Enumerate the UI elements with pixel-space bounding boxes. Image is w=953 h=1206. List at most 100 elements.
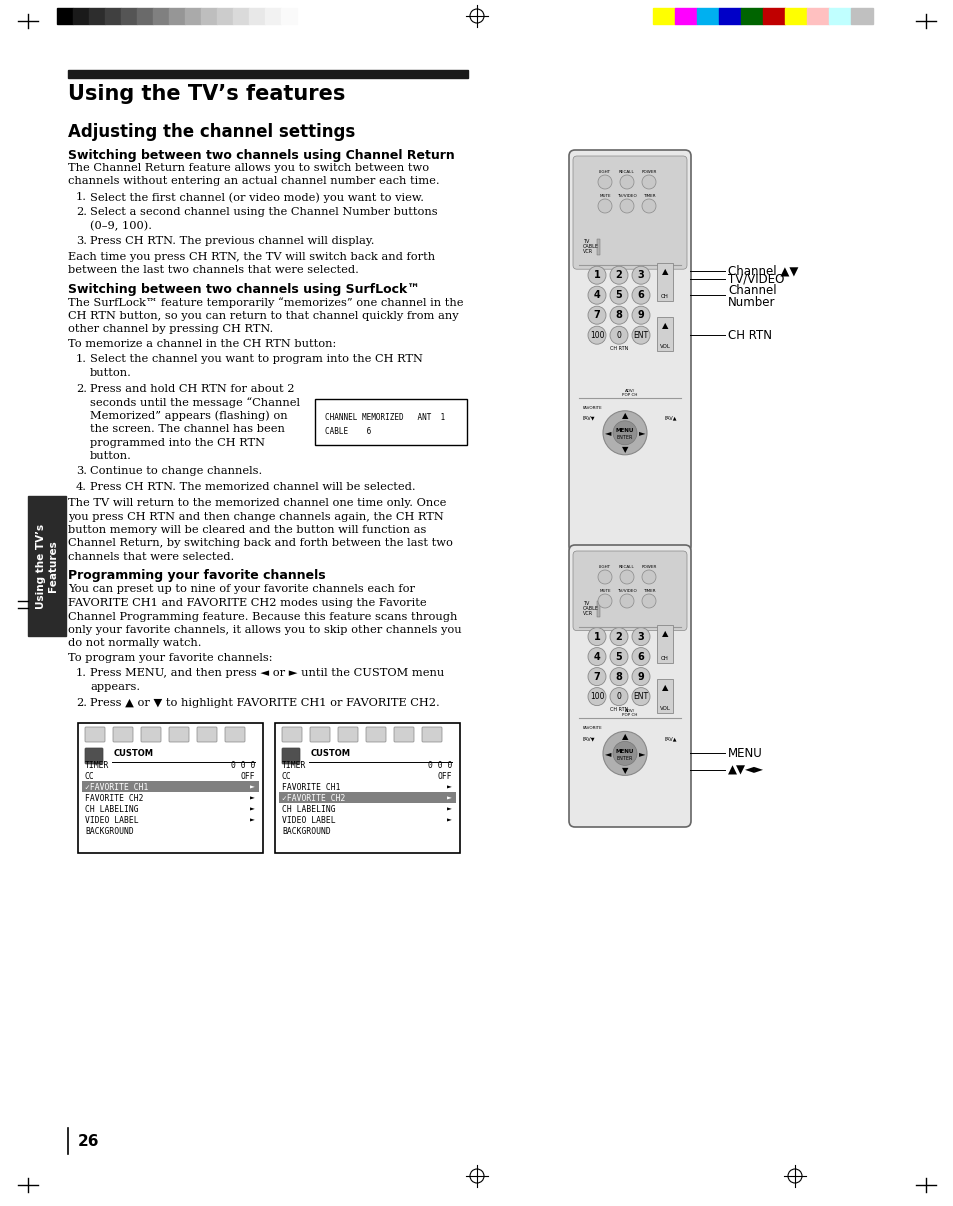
Text: CH RTN button, so you can return to that channel quickly from any: CH RTN button, so you can return to that…: [68, 311, 458, 321]
Text: ▲: ▲: [661, 683, 667, 691]
Text: 0 0 0: 0 0 0: [231, 761, 254, 769]
Bar: [740, 8, 762, 24]
Text: MENU: MENU: [727, 747, 762, 760]
Bar: [806, 8, 828, 24]
Text: 2: 2: [615, 270, 621, 280]
Text: ENT: ENT: [633, 330, 648, 340]
Text: the screen. The channel has been: the screen. The channel has been: [90, 425, 285, 434]
Circle shape: [587, 687, 605, 706]
Text: ENT: ENT: [633, 692, 648, 701]
Bar: [169, 8, 185, 24]
Circle shape: [609, 286, 627, 304]
Text: 8: 8: [615, 310, 621, 321]
Text: ENTER: ENTER: [617, 435, 633, 440]
Bar: [201, 8, 216, 24]
Text: ▲: ▲: [621, 411, 628, 421]
Text: ✓FAVORITE CH1: ✓FAVORITE CH1: [85, 783, 149, 792]
FancyBboxPatch shape: [366, 727, 386, 742]
Text: Channel Return, by switching back and forth between the last two: Channel Return, by switching back and fo…: [68, 539, 453, 549]
Text: only your favorite channels, it allows you to skip other channels you: only your favorite channels, it allows y…: [68, 625, 461, 636]
Text: CH RTN: CH RTN: [609, 707, 627, 712]
Text: MENU: MENU: [616, 428, 634, 433]
Circle shape: [609, 648, 627, 666]
Bar: [68, 70, 468, 78]
Text: TIMER: TIMER: [642, 194, 655, 198]
Text: ▲: ▲: [661, 321, 667, 330]
Text: ENTER: ENTER: [617, 756, 633, 761]
Bar: [265, 8, 281, 24]
Text: Select the first channel (or video mode) you want to view.: Select the first channel (or video mode)…: [90, 192, 423, 203]
Text: 7: 7: [593, 672, 599, 681]
Bar: [137, 8, 152, 24]
Text: appears.: appears.: [90, 683, 140, 692]
Bar: [719, 8, 740, 24]
Text: 3.: 3.: [76, 467, 87, 476]
Text: do not normally watch.: do not normally watch.: [68, 638, 201, 649]
Text: POWER: POWER: [640, 170, 656, 174]
Text: ▼: ▼: [621, 445, 628, 455]
Circle shape: [619, 199, 634, 213]
Circle shape: [587, 326, 605, 344]
Text: MENU: MENU: [616, 749, 634, 754]
Bar: [675, 8, 697, 24]
Text: RECALL: RECALL: [618, 170, 634, 174]
Text: 0: 0: [616, 692, 620, 701]
Text: button.: button.: [90, 451, 132, 461]
Text: Press CH RTN. The memorized channel will be selected.: Press CH RTN. The memorized channel will…: [90, 481, 416, 492]
Text: TV/VIDEO: TV/VIDEO: [617, 589, 637, 593]
Bar: [216, 8, 233, 24]
Text: Switching between two channels using Channel Return: Switching between two channels using Cha…: [68, 150, 455, 162]
Text: CH RTN: CH RTN: [727, 329, 771, 341]
Text: ►: ►: [250, 794, 254, 803]
Bar: [57, 8, 73, 24]
Text: 7: 7: [593, 310, 599, 321]
Circle shape: [598, 570, 612, 584]
Circle shape: [613, 421, 637, 445]
Text: ▲: ▲: [661, 268, 667, 276]
Circle shape: [587, 267, 605, 285]
Text: button memory will be cleared and the button will function as: button memory will be cleared and the bu…: [68, 525, 426, 535]
Text: Continue to change channels.: Continue to change channels.: [90, 467, 262, 476]
Circle shape: [631, 648, 649, 666]
Text: FAV▲: FAV▲: [664, 415, 677, 421]
Bar: [274, 724, 459, 853]
Circle shape: [619, 175, 634, 189]
Bar: [82, 781, 258, 792]
Text: ►: ►: [250, 804, 254, 814]
Text: 6: 6: [637, 291, 643, 300]
Text: 2.: 2.: [76, 697, 87, 708]
FancyBboxPatch shape: [225, 727, 245, 742]
FancyBboxPatch shape: [573, 551, 686, 631]
Text: ►: ►: [250, 783, 254, 792]
Text: CH LABELING: CH LABELING: [282, 804, 335, 814]
Text: VIDEO LABEL: VIDEO LABEL: [85, 816, 138, 825]
FancyBboxPatch shape: [282, 748, 299, 763]
Text: BACKGROUND: BACKGROUND: [85, 827, 133, 836]
Text: LIGHT: LIGHT: [598, 170, 611, 174]
Bar: [762, 8, 784, 24]
Bar: [597, 601, 599, 616]
Text: channels without entering an actual channel number each time.: channels without entering an actual chan…: [68, 176, 439, 187]
Text: 3.: 3.: [76, 235, 87, 246]
Text: ►: ►: [447, 816, 452, 825]
Text: To memorize a channel in the CH RTN button:: To memorize a channel in the CH RTN butt…: [68, 339, 335, 349]
Circle shape: [631, 306, 649, 324]
Text: CH: CH: [660, 294, 668, 299]
Bar: [784, 8, 806, 24]
FancyBboxPatch shape: [196, 727, 216, 742]
Circle shape: [598, 175, 612, 189]
Text: MUTE: MUTE: [598, 589, 610, 593]
Bar: [152, 8, 169, 24]
Bar: [185, 8, 201, 24]
FancyBboxPatch shape: [141, 727, 161, 742]
Text: Select a second channel using the Channel Number buttons: Select a second channel using the Channe…: [90, 207, 437, 217]
Text: (0–9, 100).: (0–9, 100).: [90, 221, 152, 230]
Text: POWER: POWER: [640, 564, 656, 569]
Text: FAV▼: FAV▼: [582, 736, 595, 740]
Text: 1.: 1.: [76, 355, 87, 364]
Bar: [105, 8, 121, 24]
Text: FAVORITE: FAVORITE: [582, 726, 602, 731]
Text: CC: CC: [85, 772, 94, 781]
Bar: [278, 792, 456, 803]
Text: VIDEO LABEL: VIDEO LABEL: [282, 816, 335, 825]
